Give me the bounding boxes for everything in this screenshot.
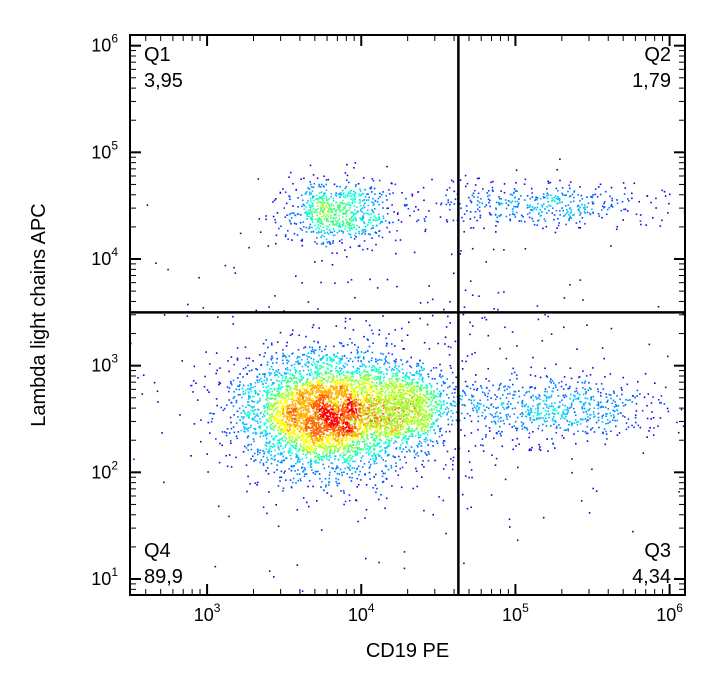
quadrant-Q2-name: Q2 [644,44,671,66]
x-tick-label: 104 [348,601,375,625]
chart-svg: 103 104 105 106 101 102 103 104 105 106 CD19 PE Lam… [0,0,722,698]
scatter-points [130,158,685,592]
y-tick-label: 101 [91,565,118,589]
y-tick-label: 104 [91,245,118,269]
plot-border [130,35,685,595]
quadrant-Q1-value: 3,95 [144,70,183,92]
x-tick-label: 105 [502,601,529,625]
quadrant-Q4-value: 89,9 [144,566,183,588]
x-tick-label: 103 [194,601,221,625]
quadrant-Q1-name: Q1 [144,44,171,66]
quadrant-Q4-name: Q4 [144,540,171,562]
y-tick-label: 106 [91,32,118,56]
y-tick-label: 105 [91,138,118,162]
x-axis-label: CD19 PE [366,640,449,662]
y-axis-label: Lambda light chains APC [28,203,50,426]
quadrant-Q3-name: Q3 [644,540,671,562]
y-tick-label: 103 [91,352,118,376]
quadrant-Q3-value: 4,34 [632,566,671,588]
x-tick-label: 106 [656,601,683,625]
y-tick-label: 102 [91,458,118,482]
flow-cytometry-scatter: 103 104 105 106 101 102 103 104 105 106 CD19 PE Lam… [0,0,722,698]
quadrant-Q2-value: 1,79 [632,70,671,92]
